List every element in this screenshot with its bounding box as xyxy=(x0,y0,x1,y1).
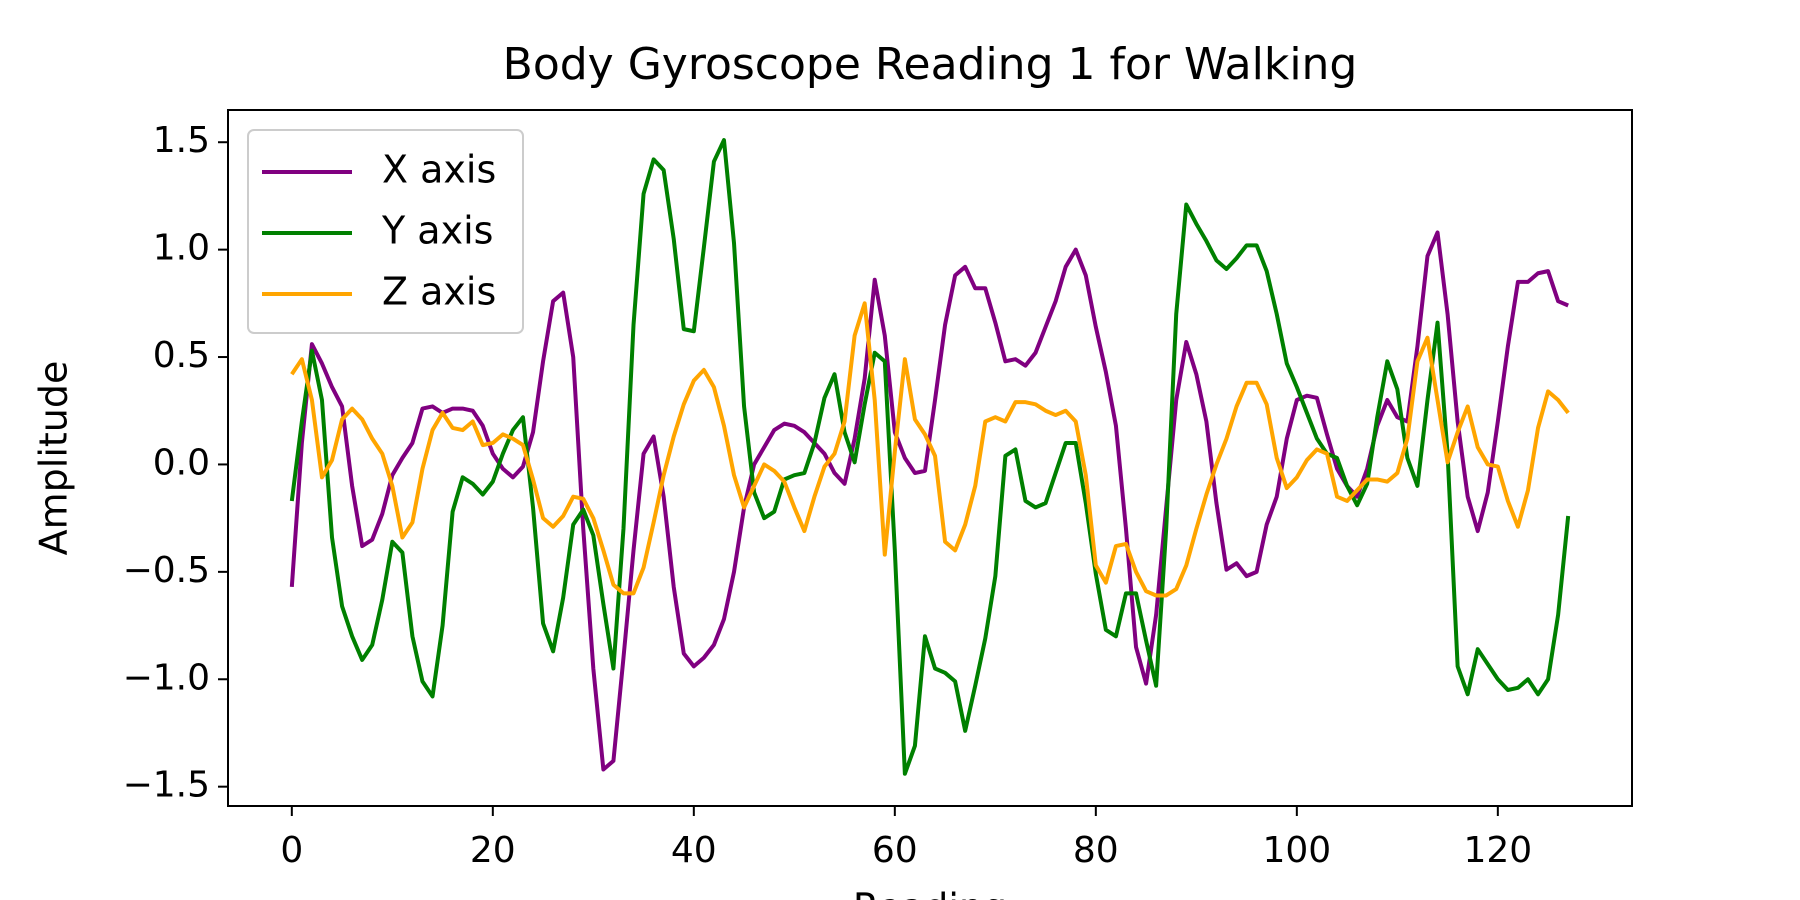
x-tick-label: 100 xyxy=(1262,830,1331,871)
x-axis-label: Reading xyxy=(853,886,1007,900)
y-tick-label: 1.5 xyxy=(153,120,210,161)
plot-frame xyxy=(227,109,1633,807)
x-tick-label: 60 xyxy=(872,830,918,871)
x-tick-label: 40 xyxy=(671,830,717,871)
y-tick-label: 0.5 xyxy=(153,335,210,376)
x-tick-label: 80 xyxy=(1073,830,1119,871)
legend-label: Y axis xyxy=(381,209,493,253)
y-tick-label: −0.5 xyxy=(123,550,210,591)
y-tick-label: −1.5 xyxy=(123,765,210,806)
line-series xyxy=(290,301,1570,598)
line-series xyxy=(289,138,1571,776)
y-tick-label: 1.0 xyxy=(153,228,210,269)
x-tick-label: 20 xyxy=(470,830,516,871)
legend-box xyxy=(247,129,524,334)
y-tick-label: −1.0 xyxy=(123,657,210,698)
y-axis-label: Amplitude xyxy=(32,361,76,556)
chart-title: Body Gyroscope Reading 1 for Walking xyxy=(503,39,1358,90)
x-tick-label: 120 xyxy=(1463,830,1532,871)
y-tick-label: 0.0 xyxy=(153,442,210,483)
legend-label: X axis xyxy=(382,148,496,192)
x-tick-label: 0 xyxy=(280,830,303,871)
legend-label: Z axis xyxy=(382,270,496,314)
